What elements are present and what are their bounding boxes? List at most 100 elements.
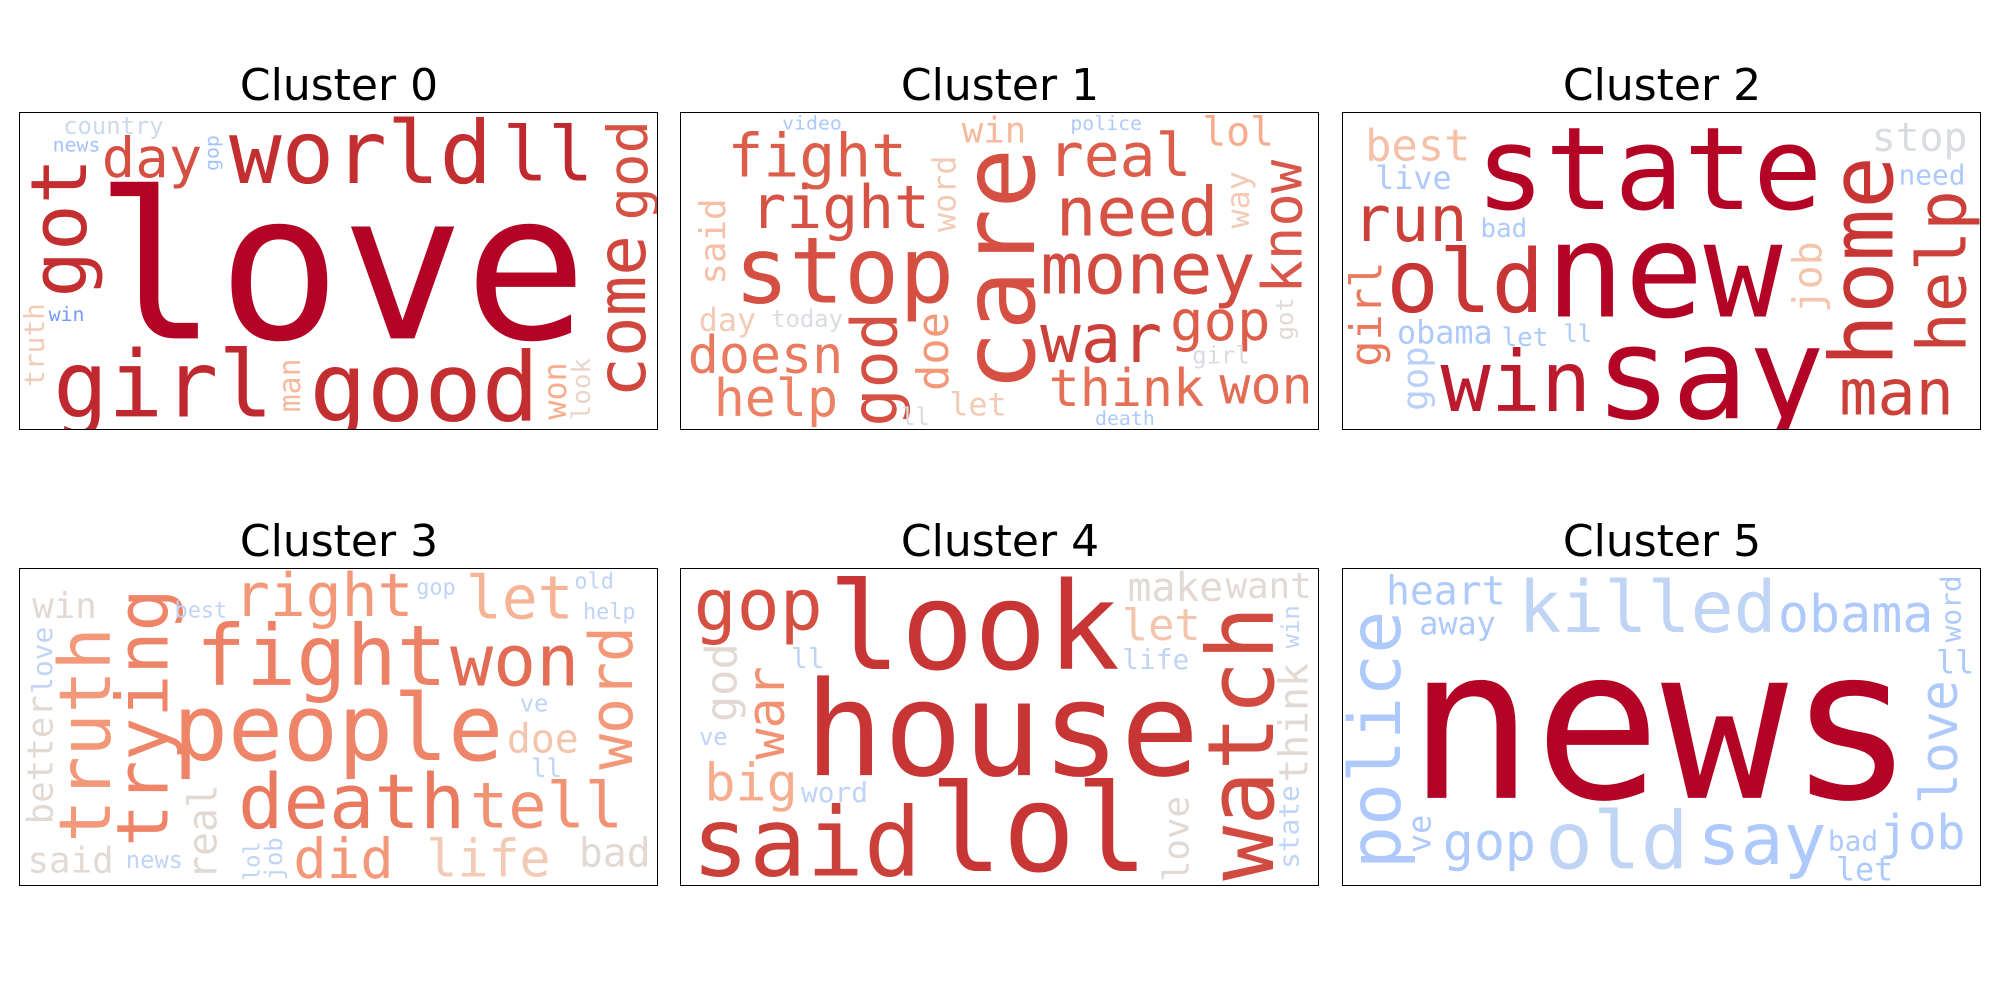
cloud-word: say [1697, 798, 1826, 881]
cloud-word: ve [520, 690, 549, 718]
cloud-word: live [1375, 160, 1452, 197]
cloud-word: ll [503, 113, 594, 199]
cloud-word: big [704, 754, 797, 814]
cloud-word: care [940, 148, 1058, 392]
cloud-word: god [696, 643, 747, 722]
cloud-word: look [828, 569, 1120, 698]
cloud-word: did [293, 827, 393, 885]
cloud-word: job [260, 837, 288, 880]
cloud-word: ve [699, 723, 728, 751]
cloud-word: lol [929, 758, 1148, 885]
cloud-word: said [28, 841, 114, 882]
word-cloud: love good girl world got ll come day god won man tr… [19, 112, 658, 430]
cloud-word: obama [1778, 585, 1934, 645]
panel-title: Cluster 2 [1562, 60, 1762, 111]
cloud-word: police [1343, 611, 1417, 869]
cloud-word: doe [908, 312, 959, 391]
cloud-word: day [102, 126, 202, 191]
cloud-word: win [1441, 334, 1592, 429]
cloud-word: tell [470, 768, 623, 842]
cloud-word: life [426, 829, 550, 885]
cloud-word: real [180, 784, 226, 880]
cloud-word: got [1271, 297, 1299, 340]
cloud-word: need [1056, 172, 1219, 251]
cloud-word: girl [1192, 341, 1249, 369]
cloud-word: win [32, 586, 97, 627]
cloud-word: old [1386, 231, 1544, 333]
cloud-word: win [1277, 605, 1305, 648]
cloud-word: word [1934, 575, 1967, 642]
cloud-word: obama [1397, 314, 1493, 351]
panel-title: Cluster 0 [239, 60, 439, 111]
cloud-word: ll [901, 403, 930, 429]
cloud-word: gop [1443, 813, 1536, 873]
word-cloud: people fight death trying won truth tell right w… [19, 568, 658, 886]
cloud-word: money [1040, 227, 1255, 310]
cloud-word: lol [240, 841, 265, 880]
cloud-word: ll [531, 754, 562, 784]
cloud-word: world [229, 113, 492, 204]
word-cloud: new say state home old win help man run best girl j… [1342, 112, 1981, 430]
cloud-word: life [1122, 643, 1189, 676]
cloud-word: think [1272, 663, 1318, 783]
cloud-word: bad [1828, 824, 1878, 857]
cloud-word: man [273, 358, 308, 412]
cloud-word: best [175, 598, 228, 623]
cloud-word: god [596, 120, 657, 220]
cloud-word: let [1502, 323, 1549, 353]
cloud-word: truth [44, 627, 127, 842]
panel-title: Cluster 4 [900, 516, 1100, 567]
cloud-word: want [1226, 569, 1312, 607]
cloud-word: watch [1188, 606, 1295, 881]
cloud-word: real [1048, 122, 1192, 191]
cloud-word: let [1836, 852, 1893, 885]
cloud-word: help [583, 600, 636, 625]
cloud-word: new [1546, 195, 1783, 348]
cloud-word: gop [200, 135, 223, 171]
cloud-word: win [962, 113, 1027, 152]
cloud-word: job [1785, 241, 1831, 313]
cloud-word: state [1475, 113, 1822, 237]
cloud-word: stop [734, 218, 954, 325]
cloud-word: gop [694, 569, 823, 646]
cloud-word: death [1095, 407, 1155, 429]
cloud-word: think [1049, 359, 1205, 419]
cloud-word: ll [1936, 645, 1974, 682]
cloud-word: old [574, 570, 613, 595]
cloud-word: old [1545, 795, 1689, 885]
cloud-word: people [173, 675, 503, 782]
cloud-word: man [1839, 356, 1954, 429]
cloud-word: ll [791, 642, 825, 675]
cloud-word: war [1040, 299, 1162, 378]
cloud-word: let [949, 387, 1006, 424]
cloud-word: word [578, 626, 647, 770]
cloud-word: good [310, 332, 540, 429]
cloud-word: video [782, 113, 842, 135]
cloud-word: way [1220, 171, 1257, 228]
cloud-word: day [699, 302, 756, 339]
cloud-word: gop [416, 575, 455, 600]
cloud-word: fight [728, 122, 907, 191]
cloud-word: ve [1401, 815, 1438, 853]
cloud-word: won [1219, 357, 1312, 417]
cloud-word: girl [53, 332, 273, 429]
cloud-word: death [238, 758, 465, 846]
cloud-word: love [26, 627, 59, 694]
cloud-word: come [582, 235, 657, 398]
cloud-word: make [1128, 569, 1224, 611]
cloud-word: word [801, 776, 868, 809]
cloud-word: need [1898, 158, 1965, 191]
cloud-word: ll [1563, 320, 1592, 348]
cloud-word: look [567, 358, 597, 421]
cloud-word: bad [1481, 214, 1528, 244]
cloud-word: trying [102, 588, 185, 846]
cloud-word: right [234, 569, 413, 631]
cloud-word: gop [1170, 289, 1270, 354]
word-cloud: care stop money war need god right real fight kno… [680, 112, 1319, 430]
cloud-word: doe [507, 716, 579, 762]
